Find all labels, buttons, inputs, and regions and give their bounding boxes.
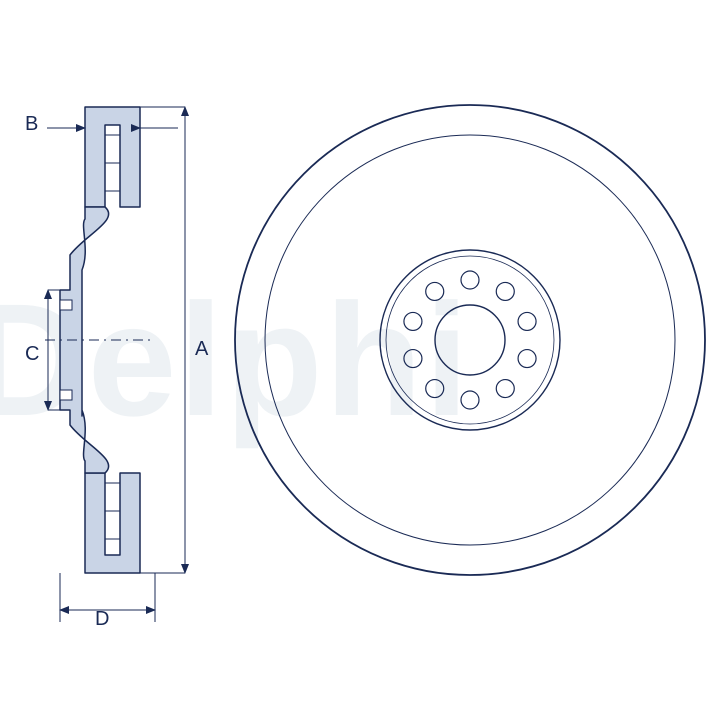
dim-label-c: C	[25, 343, 39, 366]
disc-front-view	[235, 105, 705, 575]
dim-label-d: D	[95, 608, 109, 631]
dim-label-a: A	[195, 338, 208, 361]
dim-label-b: B	[25, 113, 38, 136]
disc-section-view	[45, 107, 155, 573]
